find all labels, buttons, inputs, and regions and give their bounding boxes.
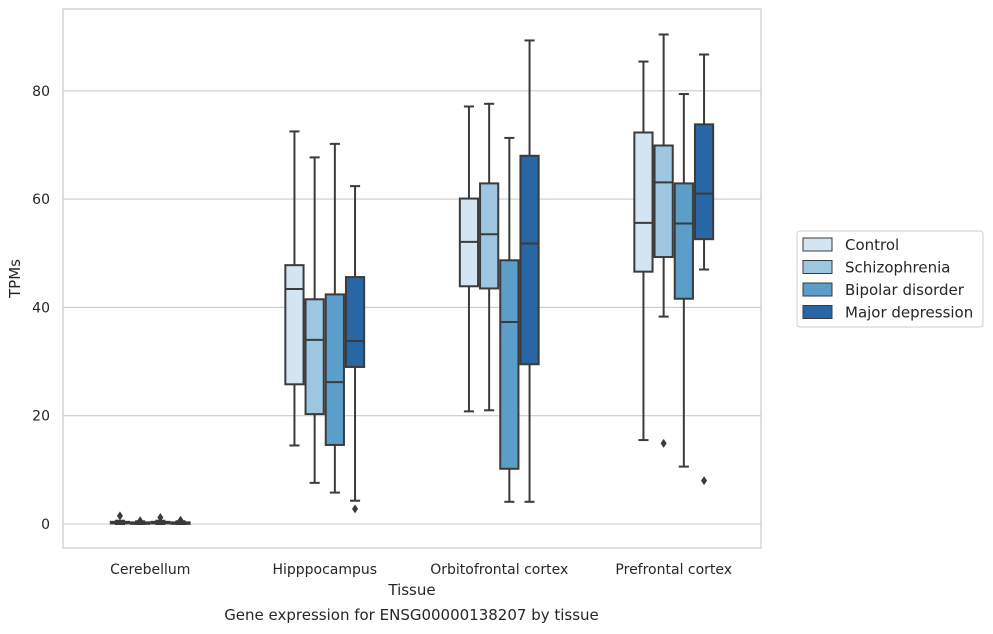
legend-swatch bbox=[802, 305, 833, 319]
y-tick-label: 20 bbox=[32, 409, 50, 425]
outlier-point bbox=[701, 476, 708, 486]
x-axis-label: Tissue bbox=[387, 581, 435, 599]
legend-label: Control bbox=[845, 236, 899, 254]
box-control bbox=[633, 60, 654, 442]
legend-label: Bipolar disorder bbox=[845, 281, 965, 299]
box-schizophrenia bbox=[304, 156, 325, 484]
box-body bbox=[499, 259, 520, 470]
box-schizophrenia bbox=[653, 33, 674, 448]
box-body bbox=[304, 298, 325, 416]
box-control bbox=[109, 511, 131, 525]
box-body bbox=[324, 293, 345, 446]
box-body bbox=[653, 144, 674, 259]
legend: Control Schizophrenia Bipolar disorder Majo… bbox=[796, 230, 984, 328]
y-axis-ticks: 0 20 40 60 80 bbox=[32, 84, 50, 533]
box-body bbox=[284, 264, 305, 386]
box-body bbox=[693, 123, 715, 241]
figure-caption: Gene expression for ENSG00000138207 by t… bbox=[224, 606, 599, 624]
x-axis-ticks: Cerebellum Hipppocampus Orbitofrontal cort… bbox=[110, 562, 732, 578]
x-tick-label: Orbitofrontal cortex bbox=[430, 562, 568, 578]
x-tick-label: Hipppocampus bbox=[272, 562, 377, 578]
y-tick-label: 60 bbox=[32, 192, 50, 208]
outlier-point bbox=[137, 516, 144, 526]
outlier-point bbox=[177, 515, 184, 525]
box-bipolar-disorder bbox=[673, 93, 694, 468]
box-body bbox=[479, 182, 500, 290]
y-axis-label: TPMs bbox=[6, 259, 24, 299]
box-bipolar-disorder bbox=[324, 142, 345, 494]
legend-swatch bbox=[802, 237, 833, 252]
legend-swatch bbox=[802, 282, 833, 297]
box-major-depression bbox=[519, 39, 540, 503]
outlier-point bbox=[116, 511, 123, 521]
legend-frame bbox=[796, 230, 984, 328]
y-tick-label: 0 bbox=[41, 517, 50, 533]
box-body bbox=[633, 131, 654, 273]
x-tick-label: Cerebellum bbox=[110, 562, 190, 578]
legend-swatch bbox=[802, 260, 833, 274]
box-body bbox=[673, 182, 694, 300]
box-bipolar-disorder bbox=[499, 136, 520, 503]
x-tick-label: Prefrontal cortex bbox=[615, 562, 732, 578]
box-control bbox=[284, 130, 305, 447]
y-tick-label: 80 bbox=[32, 84, 50, 100]
box-schizophrenia bbox=[479, 102, 500, 412]
box-schizophrenia bbox=[130, 516, 151, 526]
legend-label: Schizophrenia bbox=[845, 259, 950, 277]
box-body bbox=[519, 154, 540, 366]
y-tick-label: 40 bbox=[32, 300, 50, 316]
box-control bbox=[458, 105, 480, 413]
plot-frame bbox=[62, 8, 762, 549]
box-major-depression bbox=[344, 185, 366, 514]
outlier-point bbox=[352, 504, 359, 514]
box-major-depression bbox=[693, 53, 715, 486]
box-body bbox=[344, 276, 366, 368]
plot-area bbox=[109, 33, 715, 526]
box-bipolar-disorder bbox=[150, 513, 171, 525]
outlier-point bbox=[157, 513, 164, 523]
legend-label: Major depression bbox=[845, 304, 973, 322]
box-major-depression bbox=[170, 515, 191, 525]
outlier-point bbox=[660, 438, 667, 448]
